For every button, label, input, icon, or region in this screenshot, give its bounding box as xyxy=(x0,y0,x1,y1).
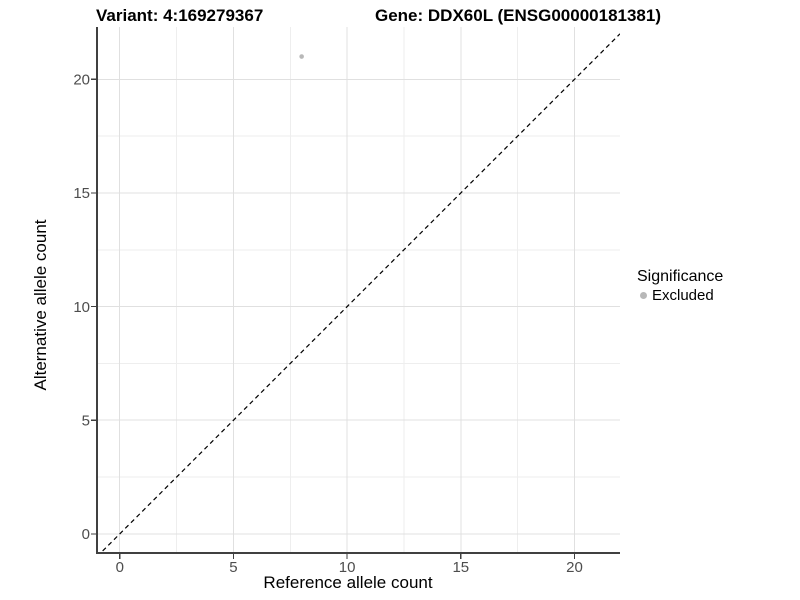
legend: Significance Excluded xyxy=(637,267,723,304)
y-tick-label: 20 xyxy=(73,71,90,88)
plot-title-variant: Variant: 4:169279367 xyxy=(96,6,264,25)
x-tick-label: 0 xyxy=(116,559,124,576)
x-tick-label: 15 xyxy=(452,559,469,576)
legend-title: Significance xyxy=(637,268,724,285)
legend-key-dot-icon xyxy=(640,292,647,299)
x-tick-label: 10 xyxy=(339,559,356,576)
data-point xyxy=(299,54,304,59)
legend-items: Excluded xyxy=(637,287,723,304)
identity-reference-line xyxy=(99,33,620,553)
y-tick-label: 5 xyxy=(82,412,90,429)
x-tick-label: 5 xyxy=(229,559,237,576)
y-tick-label: 0 xyxy=(82,526,90,543)
legend-item-label: Excluded xyxy=(652,287,714,304)
y-tick-label: 10 xyxy=(73,299,90,316)
legend-item: Excluded xyxy=(637,287,723,304)
y-tick-label: 15 xyxy=(73,185,90,202)
plot-title-gene: Gene: DDX60L (ENSG00000181381) xyxy=(375,6,662,25)
x-tick-label: 20 xyxy=(566,559,583,576)
y-axis-title: Alternative allele count xyxy=(31,219,50,391)
x-axis-title: Reference allele count xyxy=(263,573,433,592)
